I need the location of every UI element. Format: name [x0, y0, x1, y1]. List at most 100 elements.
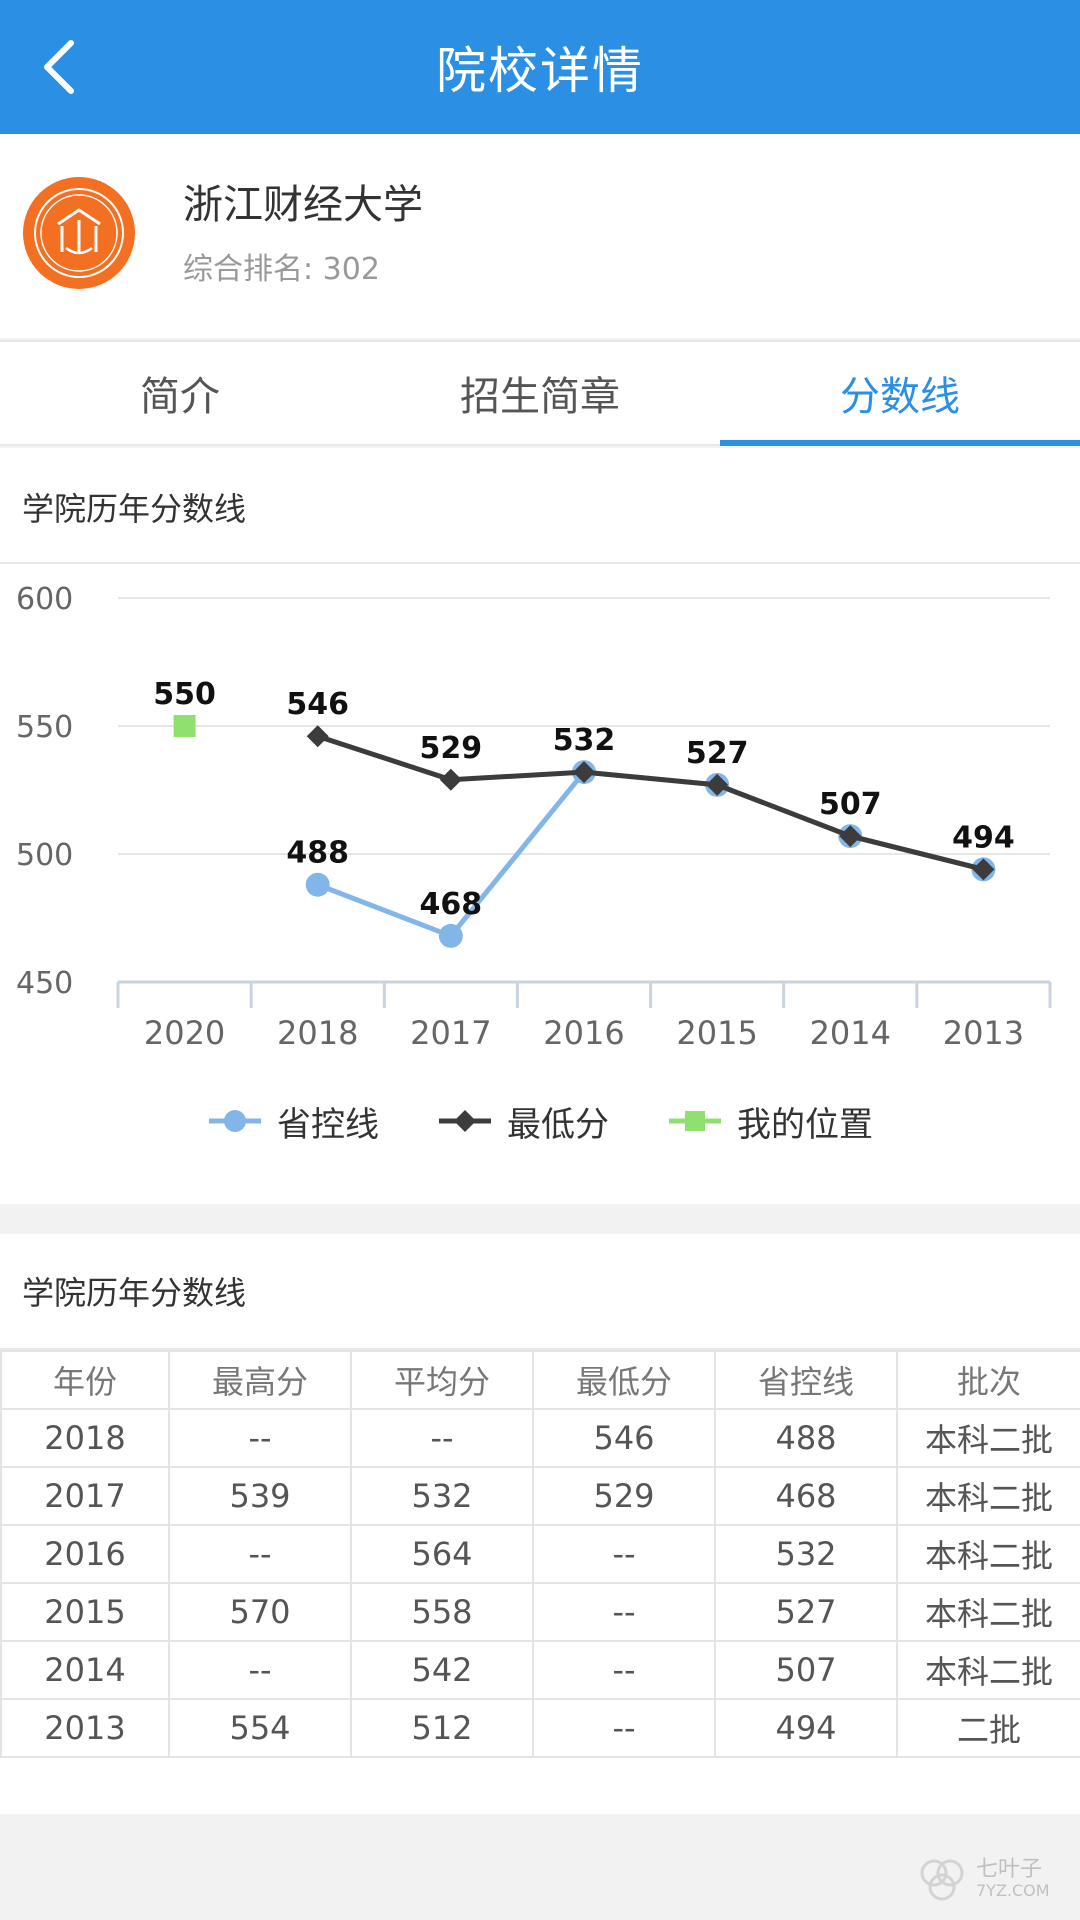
data-point — [305, 872, 330, 897]
table-cell: 本科二批 — [896, 1408, 1080, 1468]
table-cell: 2018 — [0, 1408, 170, 1468]
legend-label: 最低分 — [507, 1104, 609, 1145]
chart-card: 学院历年分数线 450 500 550 600 2020 2018 2017 2016 2015… — [0, 448, 1080, 1204]
x-tick-label: 2015 — [676, 1014, 757, 1052]
table-cell: -- — [350, 1408, 534, 1468]
table-header-cell: 批次 — [896, 1350, 1080, 1410]
data-label: 527 — [686, 736, 749, 771]
table-header-cell: 最低分 — [532, 1350, 716, 1410]
table-cell: -- — [168, 1524, 352, 1584]
table-cell: 本科二批 — [896, 1524, 1080, 1584]
table-cell: -- — [532, 1524, 716, 1584]
chart-section-title: 学院历年分数线 — [22, 490, 247, 528]
x-tick-label: 2017 — [410, 1014, 491, 1052]
data-point — [306, 725, 329, 748]
watermark-text: 七叶子 — [976, 1857, 1043, 1883]
table-cell: -- — [532, 1582, 716, 1642]
square-marker-icon — [669, 1111, 721, 1131]
table-header-cell: 省控线 — [714, 1350, 898, 1410]
circle-marker-icon — [209, 1110, 261, 1132]
table-cell: 468 — [714, 1466, 898, 1526]
table-cell: 527 — [714, 1582, 898, 1642]
table-row: 2013 554 512 -- 494 二批 — [0, 1698, 1080, 1758]
data-point — [573, 761, 595, 784]
table-cell: 2016 — [0, 1524, 170, 1584]
data-label: 507 — [819, 787, 882, 822]
table-header-cell: 平均分 — [350, 1350, 534, 1410]
table-cell: 2014 — [0, 1640, 170, 1700]
series-line — [316, 733, 985, 872]
tab-intro[interactable]: 简介 — [140, 374, 220, 420]
page-title: 院校详情 — [436, 42, 644, 100]
legend-item-province-line[interactable]: 省控线 — [207, 1097, 379, 1146]
data-label: 550 — [153, 677, 216, 712]
table-cell: -- — [168, 1408, 352, 1468]
table-header-cell: 年份 — [0, 1350, 170, 1410]
chart-legend: 省控线 最低分 我的位置 — [0, 1086, 1080, 1156]
table-card: 学院历年分数线 年份 最高分 平均分 最低分 省控线 批次 2018 -- --… — [0, 1234, 1080, 1814]
table-cell: -- — [532, 1640, 716, 1700]
score-table: 年份 最高分 平均分 最低分 省控线 批次 2018 -- -- 546 488… — [0, 1350, 1080, 1758]
table-cell: 529 — [532, 1466, 716, 1526]
back-button[interactable] — [24, 28, 94, 106]
table-cell: -- — [532, 1698, 716, 1758]
legend-item-my-position[interactable]: 我的位置 — [667, 1097, 873, 1146]
data-label: 529 — [420, 731, 483, 766]
y-tick-label: 500 — [16, 838, 73, 873]
divider — [0, 562, 1080, 564]
table-section-title: 学院历年分数线 — [22, 1274, 247, 1312]
y-tick-label: 600 — [16, 582, 73, 617]
tab-score-line[interactable]: 分数线 — [720, 342, 1080, 446]
watermark: 七叶子 7YZ.COM — [914, 1846, 1064, 1912]
data-point — [173, 715, 196, 737]
tab-admission-brochure[interactable]: 招生简章 — [460, 374, 620, 420]
table-cell: 494 — [714, 1698, 898, 1758]
app-bar: 院校详情 — [0, 0, 1080, 134]
data-label: 532 — [553, 723, 616, 758]
legend-item-min-score[interactable]: 最低分 — [437, 1097, 609, 1146]
tab-bar: 简介 招生简章 分数线 — [0, 340, 1080, 446]
data-label: 468 — [420, 887, 483, 922]
table-cell: 488 — [714, 1408, 898, 1468]
table-row: 2014 -- 542 -- 507 本科二批 — [0, 1640, 1080, 1700]
chevron-left-icon — [44, 40, 74, 94]
table-row: 2016 -- 564 -- 532 本科二批 — [0, 1524, 1080, 1584]
legend-label: 我的位置 — [737, 1104, 873, 1145]
table-cell: 564 — [350, 1524, 534, 1584]
table-cell: 554 — [168, 1698, 352, 1758]
divider — [0, 1348, 1080, 1350]
table-header-row: 年份 最高分 平均分 最低分 省控线 批次 — [0, 1350, 1080, 1410]
table-cell: 558 — [350, 1582, 534, 1642]
y-tick-label: 450 — [16, 966, 73, 1001]
x-tick-label: 2016 — [543, 1014, 624, 1052]
data-point — [839, 825, 862, 848]
data-point — [972, 858, 995, 881]
leaf-logo-icon — [920, 1859, 964, 1901]
data-point — [438, 923, 463, 948]
table-cell: 542 — [350, 1640, 534, 1700]
y-tick-label: 550 — [16, 710, 73, 745]
table-row: 2015 570 558 -- 527 本科二批 — [0, 1582, 1080, 1642]
table-cell: 512 — [350, 1698, 534, 1758]
x-tick-label: 2013 — [943, 1014, 1024, 1052]
x-tick-label: 2018 — [277, 1014, 358, 1052]
table-cell: 539 — [168, 1466, 352, 1526]
table-row: 2018 -- -- 546 488 本科二批 — [0, 1408, 1080, 1468]
data-point — [439, 768, 462, 791]
table-cell: 2015 — [0, 1582, 170, 1642]
table-cell: 532 — [350, 1466, 534, 1526]
table-header-cell: 最高分 — [168, 1350, 352, 1410]
table-cell: 本科二批 — [896, 1466, 1080, 1526]
school-ranking: 综合排名: 302 — [183, 252, 380, 287]
data-label: 488 — [286, 836, 349, 871]
table-cell: 本科二批 — [896, 1582, 1080, 1642]
data-label: 494 — [952, 820, 1015, 855]
table-cell: 532 — [714, 1524, 898, 1584]
data-point — [706, 773, 729, 796]
table-cell: -- — [168, 1640, 352, 1700]
x-tick-label: 2020 — [144, 1014, 225, 1052]
legend-label: 省控线 — [277, 1104, 379, 1145]
table-cell: 546 — [532, 1408, 716, 1468]
table-cell: 507 — [714, 1640, 898, 1700]
score-line-chart: 450 500 550 600 2020 2018 2017 2016 2015 2014 2013… — [16, 582, 1052, 1052]
